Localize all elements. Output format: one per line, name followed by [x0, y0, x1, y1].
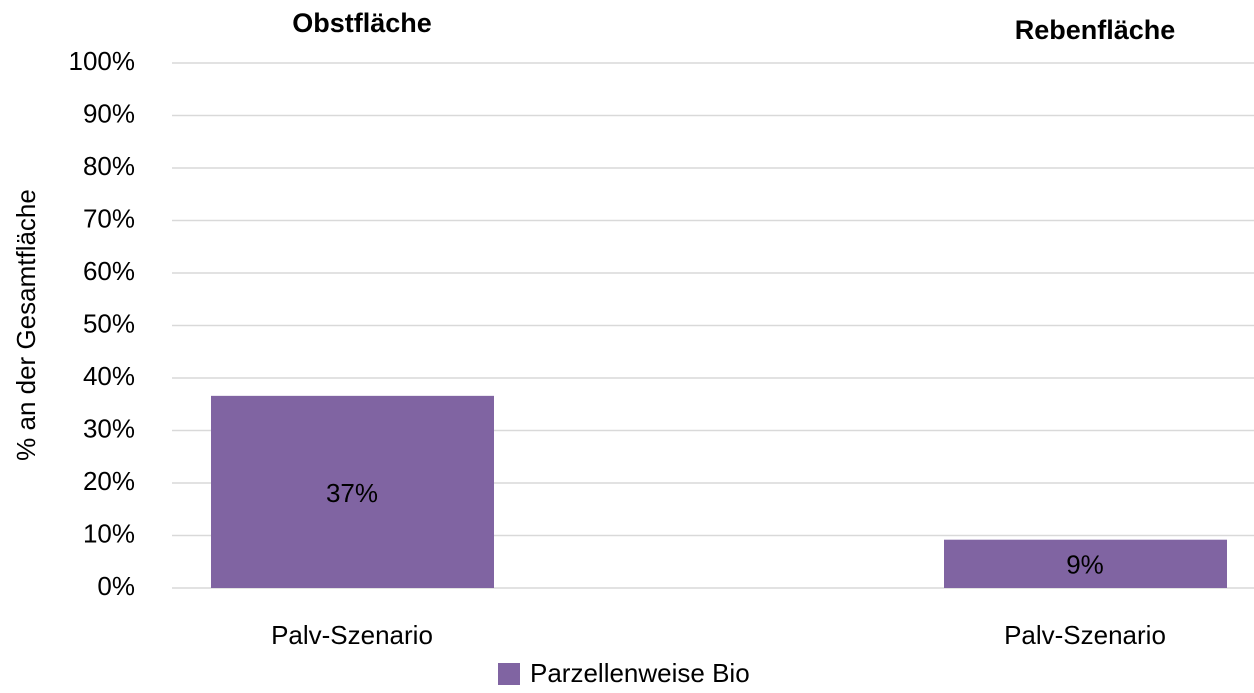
y-tick-label: 100%	[69, 46, 136, 76]
y-tick-label: 70%	[83, 203, 135, 233]
panel-title: Obstfläche	[292, 8, 432, 38]
y-tick-label: 90%	[83, 98, 135, 128]
y-tick-label: 0%	[97, 571, 135, 601]
y-tick-label: 60%	[83, 256, 135, 286]
bar	[211, 395, 494, 588]
x-tick-label: Palv-Szenario	[271, 620, 433, 650]
bar	[944, 539, 1227, 588]
y-tick-label: 80%	[83, 151, 135, 181]
y-axis-label: % an der Gesamtfläche	[11, 189, 41, 461]
y-tick-label: 10%	[83, 518, 135, 548]
data-label: 37%	[326, 478, 378, 508]
legend-label: Parzellenweise Bio	[530, 658, 750, 688]
x-tick-label: Palv-Szenario	[1004, 620, 1166, 650]
legend-swatch	[498, 663, 520, 685]
panel-title: Rebenfläche	[1015, 15, 1176, 45]
data-label: 9%	[1066, 550, 1104, 580]
y-tick-label: 50%	[83, 308, 135, 338]
y-tick-label: 20%	[83, 466, 135, 496]
y-tick-label: 40%	[83, 361, 135, 391]
y-tick-label: 30%	[83, 413, 135, 443]
